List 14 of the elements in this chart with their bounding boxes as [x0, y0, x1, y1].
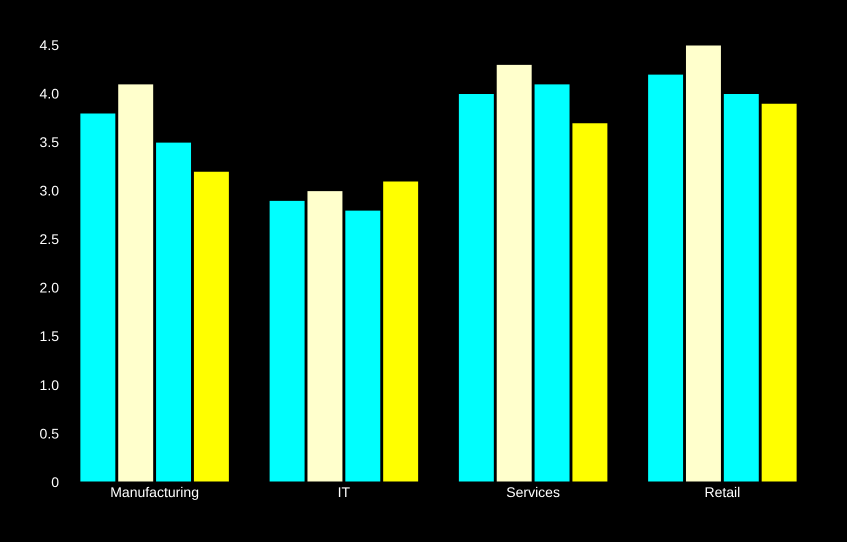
x-tick-label: Services — [506, 484, 560, 500]
y-tick-label: 4.0 — [40, 85, 60, 102]
x-tick-label: Manufacturing — [110, 484, 199, 500]
y-tick-label: 2.5 — [40, 231, 60, 248]
y-tick-label: 2.0 — [40, 280, 60, 296]
y-tick-label: 0 — [51, 474, 60, 490]
x-tick-label: IT — [338, 484, 351, 500]
y-tick-label: 3.0 — [40, 182, 60, 199]
y-tick-label: 0.5 — [40, 425, 60, 442]
y-tick-label: 1.0 — [40, 376, 60, 393]
y-tick-label: 1.5 — [40, 328, 60, 344]
y-tick-label: 4.5 — [40, 36, 60, 53]
x-tick-label: Retail — [704, 484, 740, 500]
y-tick-label: 3.5 — [40, 134, 60, 150]
